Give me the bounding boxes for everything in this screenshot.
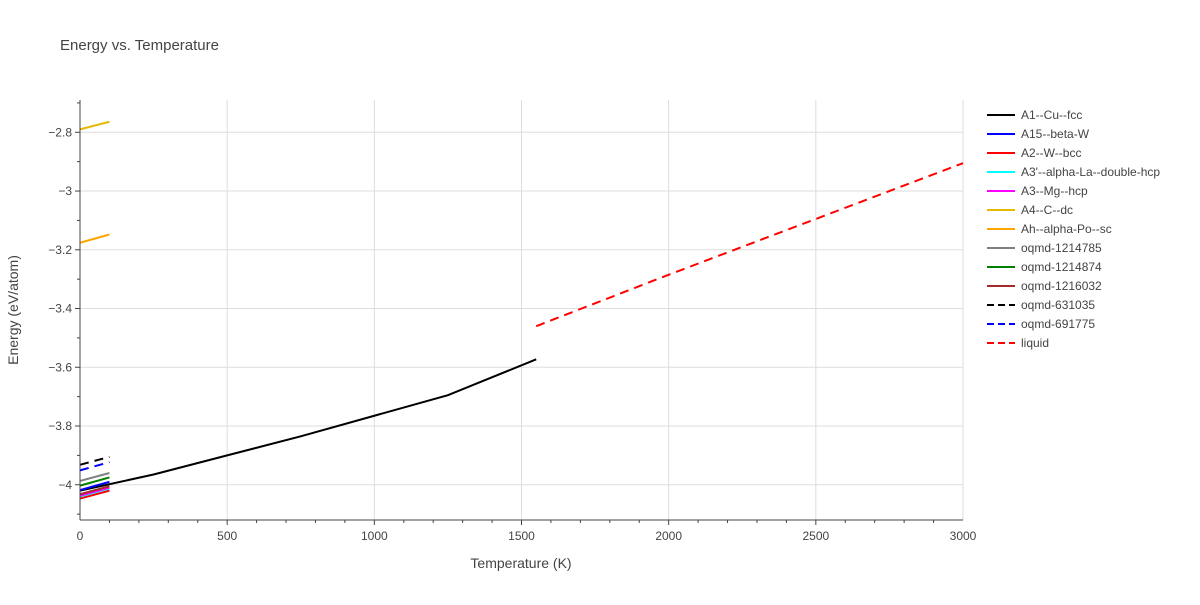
legend-label: oqmd-691775 bbox=[1021, 317, 1095, 331]
x-tick-label: 3000 bbox=[950, 529, 977, 543]
series-line bbox=[79, 486, 110, 497]
y-tick-label: −3.4 bbox=[48, 302, 72, 316]
legend-label: A4--C--dc bbox=[1021, 203, 1073, 217]
legend-label: A1--Cu--fcc bbox=[1021, 108, 1082, 122]
legend-label: oqmd-1214874 bbox=[1021, 260, 1102, 274]
y-tick-label: −3.6 bbox=[48, 360, 72, 374]
legend-label: Ah--alpha-Po--sc bbox=[1021, 222, 1112, 236]
series-line bbox=[79, 120, 110, 131]
legend-label: oqmd-631035 bbox=[1021, 298, 1095, 312]
legend-label: liquid bbox=[1021, 336, 1049, 350]
grid-layer bbox=[80, 100, 964, 520]
series-line bbox=[79, 455, 110, 466]
x-axis-title: Temperature (K) bbox=[470, 555, 571, 571]
y-axis-title: Energy (eV/atom) bbox=[5, 255, 21, 365]
series-line bbox=[79, 233, 110, 244]
y-tick-label: −4 bbox=[58, 478, 72, 492]
x-tick-label: 0 bbox=[77, 529, 84, 543]
series-line bbox=[79, 485, 110, 496]
y-tick-label: −2.8 bbox=[48, 125, 72, 139]
series-line bbox=[79, 358, 537, 492]
x-tick-label: 1500 bbox=[508, 529, 535, 543]
series-layer bbox=[79, 120, 964, 500]
x-tick-label: 500 bbox=[217, 529, 237, 543]
legend-label: A15--beta-W bbox=[1021, 127, 1090, 141]
legend-label: oqmd-1214785 bbox=[1021, 241, 1102, 255]
series-line bbox=[79, 472, 110, 482]
x-tick-label: 2000 bbox=[655, 529, 682, 543]
series-line bbox=[79, 476, 110, 487]
series-line bbox=[535, 162, 964, 328]
x-tick-label: 1000 bbox=[361, 529, 388, 543]
y-tick-label: −3.2 bbox=[48, 243, 72, 257]
legend-label: A2--W--bcc bbox=[1021, 146, 1081, 160]
series-line bbox=[79, 480, 110, 492]
axes-layer: 0 500 1000 1500 2000 2500 3000 −4 −3.8 −3.6 −3.4 −3… bbox=[48, 100, 977, 543]
legend-label: A3--Mg--hcp bbox=[1021, 184, 1088, 198]
series-line bbox=[79, 489, 110, 500]
y-tick-label: −3 bbox=[58, 184, 72, 198]
chart-title: Energy vs. Temperature bbox=[60, 37, 219, 54]
legend-label: A3'--alpha-La--double-hcp bbox=[1021, 165, 1160, 179]
x-tick-label: 2500 bbox=[802, 529, 829, 543]
y-tick-label: −3.8 bbox=[48, 419, 72, 433]
legend: A1--Cu--fcc A15--beta-W A2--W--bcc A3'--alp… bbox=[987, 108, 1160, 350]
legend-label: oqmd-1216032 bbox=[1021, 279, 1102, 293]
series-line bbox=[79, 461, 110, 472]
